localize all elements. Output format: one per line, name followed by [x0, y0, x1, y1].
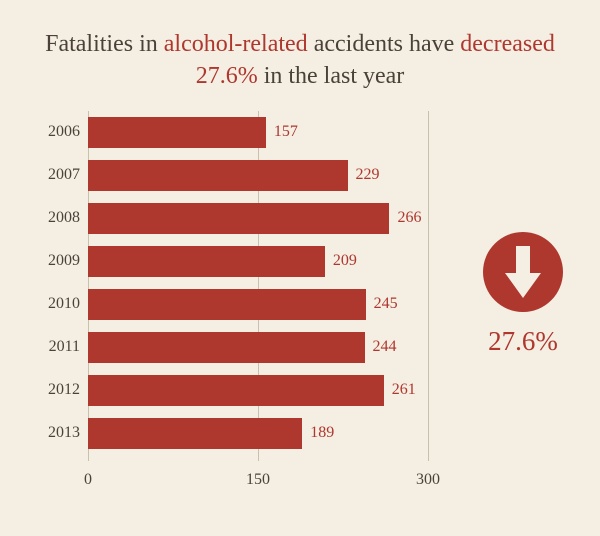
gridline: [428, 111, 429, 461]
bar-value-label: 157: [266, 123, 298, 141]
bar: 189: [88, 418, 302, 449]
bar: 209: [88, 246, 325, 277]
title-pre: Fatalities in: [45, 31, 164, 57]
arrow-down-circle-icon: [483, 232, 563, 312]
bar: 229: [88, 160, 348, 191]
x-axis-tick: 300: [416, 471, 440, 489]
chart-title: Fatalities in alcohol-related accidents …: [0, 0, 600, 111]
bar-value-label: 266: [389, 209, 421, 227]
bar-value-label: 245: [366, 295, 398, 313]
bar: 266: [88, 203, 389, 234]
decrease-callout: 27.6%: [468, 232, 578, 357]
bar: 245: [88, 289, 366, 320]
bar: 261: [88, 375, 384, 406]
bar-value-label: 189: [302, 424, 334, 442]
y-axis-label: 2012: [30, 381, 80, 399]
plot-area: 157 229 266 209 245 244 261 189: [88, 111, 428, 461]
bar: 244: [88, 332, 365, 363]
y-axis-label: 2011: [30, 338, 80, 356]
y-axis-label: 2010: [30, 295, 80, 313]
bar-value-label: 229: [348, 166, 380, 184]
y-axis-label: 2013: [30, 424, 80, 442]
y-axis-label: 2006: [30, 123, 80, 141]
x-axis-tick: 150: [246, 471, 270, 489]
y-axis-label: 2008: [30, 209, 80, 227]
y-axis-label: 2007: [30, 166, 80, 184]
y-axis-label: 2009: [30, 252, 80, 270]
bar: 157: [88, 117, 266, 148]
x-axis-tick: 0: [84, 471, 92, 489]
title-mid: accidents have: [308, 31, 461, 57]
decrease-percent: 27.6%: [468, 326, 578, 357]
bar-chart: 157 229 266 209 245 244 261 189 0 150 300 2006 200…: [30, 111, 450, 511]
title-highlight-1: alcohol-related: [164, 31, 308, 57]
bar-value-label: 261: [384, 381, 416, 399]
bar-value-label: 209: [325, 252, 357, 270]
title-post: in the last year: [258, 63, 405, 89]
bar-value-label: 244: [365, 338, 397, 356]
